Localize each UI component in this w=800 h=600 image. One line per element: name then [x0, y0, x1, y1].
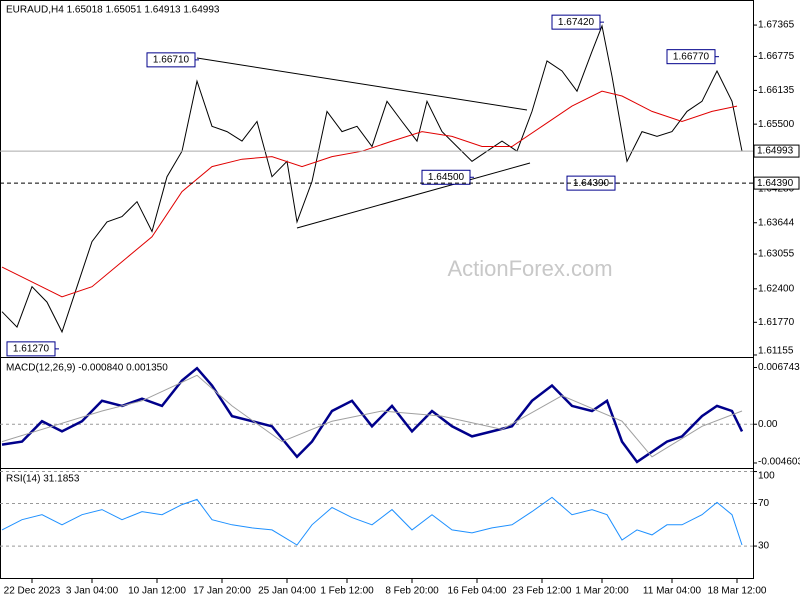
- x-tick-label: 3 Jan 04:00: [66, 586, 119, 597]
- y-tick-label: 1.66775: [758, 51, 795, 62]
- series-line: [1, 374, 743, 458]
- y-tick-label: 1.61770: [758, 317, 795, 328]
- price-box: [753, 144, 800, 158]
- x-tick-label: 10 Jan 12:00: [128, 586, 186, 597]
- y-tick-label: 1.62400: [758, 283, 795, 294]
- y-tick-label: 0.00: [758, 419, 778, 430]
- annotation-box: [6, 341, 56, 357]
- annotation-box: [551, 14, 601, 30]
- y-tick-label: 1.63055: [758, 249, 795, 260]
- annotation-box: [666, 49, 716, 65]
- x-tick-label: 17 Jan 20:00: [193, 586, 251, 597]
- x-tick-label: 1 Mar 20:00: [575, 586, 629, 597]
- trend-line: [196, 57, 528, 111]
- x-tick-label: 11 Mar 04:00: [643, 586, 702, 597]
- watermark: ActionForex.com: [447, 256, 612, 281]
- price-box: [753, 176, 800, 190]
- y-tick-label: 70: [758, 498, 770, 509]
- annotation-box: [421, 169, 471, 185]
- annotation-label: 1.66770: [673, 51, 710, 62]
- rsi-title: RSI(14) 31.1853: [6, 474, 80, 485]
- x-tick-label: 22 Dec 2023: [4, 586, 61, 597]
- macd-title: MACD(12,26,9) -0.000840 0.001350: [6, 363, 168, 374]
- annotation-box: [146, 52, 196, 68]
- x-tick-label: 18 Mar 12:00: [708, 586, 767, 597]
- annotation-label: 1.61270: [13, 344, 50, 355]
- series-line: [1, 366, 744, 464]
- x-tick-label: 8 Feb 20:00: [385, 586, 439, 597]
- series-line: [1, 24, 743, 334]
- trend-line: [296, 162, 531, 229]
- y-tick-label: 1.65500: [758, 119, 795, 130]
- annotation-label: 1.66710: [153, 55, 190, 66]
- y-tick-label: -0.004603: [758, 457, 800, 468]
- price-label: 1.64993: [757, 146, 794, 157]
- y-tick-label: 1.67365: [758, 20, 795, 31]
- chart-title: EURAUD,H4 1.65018 1.65051 1.64913 1.6499…: [6, 5, 220, 16]
- annotation-label: 1.64500: [428, 172, 465, 183]
- price-label: 1.64390: [757, 178, 794, 189]
- y-tick-label: 30: [758, 541, 770, 552]
- annotation-label: 1.67420: [558, 17, 595, 28]
- x-tick-label: 16 Feb 04:00: [448, 586, 507, 597]
- y-tick-label: 1.63644: [758, 217, 795, 228]
- frame: [0, 0, 754, 579]
- series-line: [1, 90, 738, 298]
- y-tick-label: 0.006743: [758, 362, 800, 373]
- x-tick-label: 25 Jan 04:00: [258, 586, 316, 597]
- x-tick-label: 1 Feb 12:00: [320, 586, 374, 597]
- y-tick-label: 100: [758, 471, 775, 482]
- series-line: [1, 496, 743, 546]
- y-tick-label: 1.66135: [758, 85, 795, 96]
- x-tick-label: 23 Feb 12:00: [513, 586, 572, 597]
- y-tick-label: 1.61155: [758, 346, 794, 357]
